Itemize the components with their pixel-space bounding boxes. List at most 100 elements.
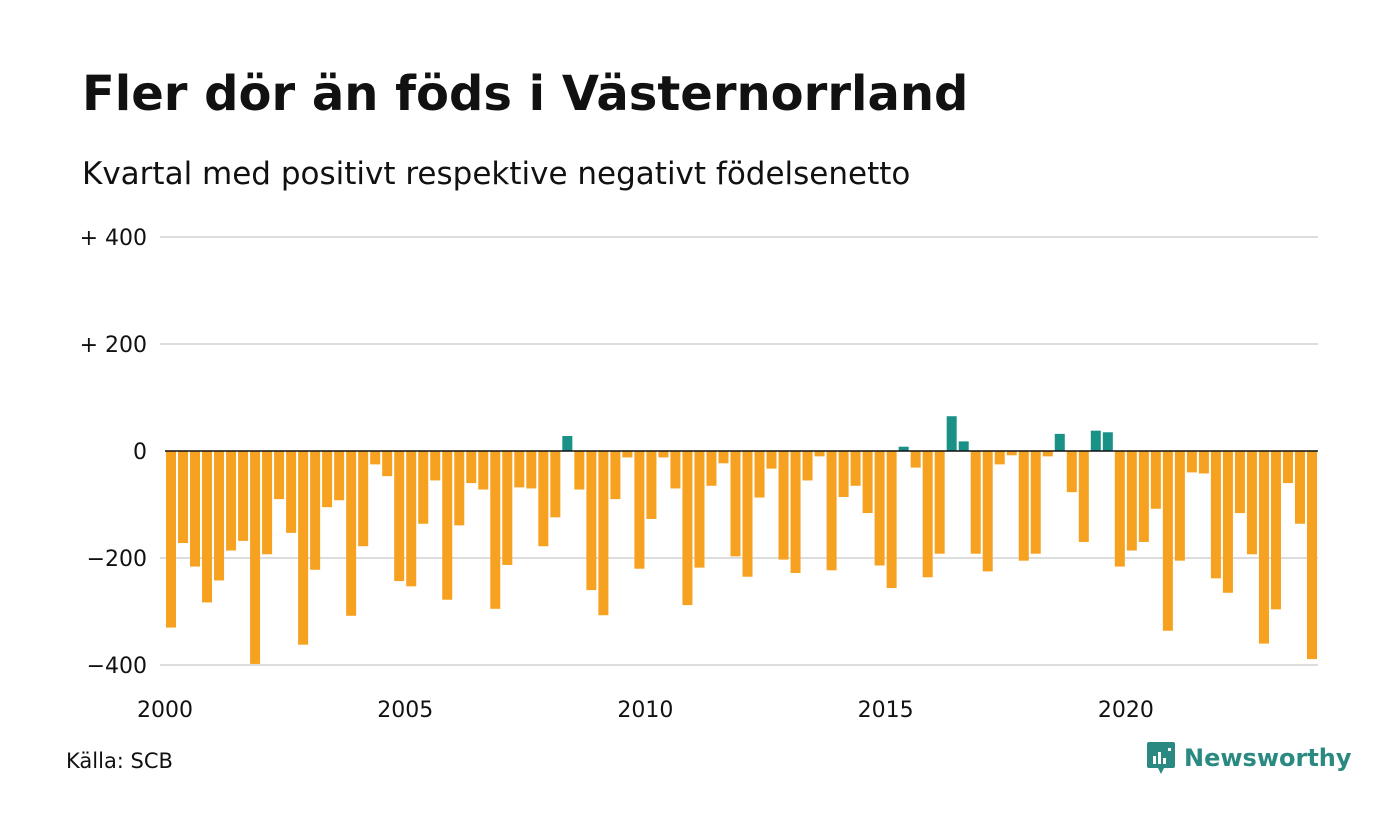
bar-negative: 2017-Q3: -8	[1006, 451, 1017, 456]
bar-negative: 2012-Q1: -235	[742, 451, 753, 577]
bar-positive: 2018-Q3: 32	[1054, 433, 1065, 451]
y-tick-label: 0	[133, 440, 147, 465]
bar-negative: 2002-Q4: -362	[298, 451, 309, 645]
bar-negative: 2021-Q4: -238	[1210, 451, 1221, 579]
bar-negative: 2011-Q1: -218	[694, 451, 705, 568]
x-tick-label: 2005	[377, 698, 433, 723]
bars: 2000-Q1: -3302000-Q2: -1722000-Q3: -2162…	[166, 416, 1317, 664]
bar-negative: 2001-Q1: -242	[214, 451, 225, 581]
bar-negative: 2023-Q2: -60	[1282, 451, 1293, 484]
bar-negative: 2023-Q1: -296	[1270, 451, 1281, 610]
bar-negative: 2010-Q2: -12	[658, 451, 669, 458]
brand-logo[interactable]: Newsworthy	[1146, 740, 1352, 776]
bar-negative: 2017-Q2: -25	[994, 451, 1005, 465]
bar-negative: 2016-Q1: -192	[934, 451, 945, 554]
bar-negative: 2003-Q2: -105	[322, 451, 333, 508]
y-tick-label: + 200	[80, 333, 147, 358]
bar-negative: 2006-Q4: -295	[490, 451, 501, 609]
bar-negative: 2008-Q1: -124	[550, 451, 561, 518]
bar-negative: 2023-Q4: -389	[1306, 451, 1317, 660]
bar-negative: 2003-Q1: -222	[310, 451, 321, 570]
bar-negative: 2015-Q4: -236	[922, 451, 933, 578]
bar-negative: 2019-Q4: -216	[1114, 451, 1125, 567]
bar-negative: 2002-Q2: -90	[274, 451, 285, 500]
bar-negative: 2003-Q4: -308	[346, 451, 357, 616]
bar-negative: 2022-Q3: -193	[1246, 451, 1257, 555]
bar-negative: 2011-Q3: -23	[718, 451, 729, 464]
bar-negative: 2008-Q4: -260	[586, 451, 597, 591]
bar-negative: 2020-Q4: -336	[1162, 451, 1173, 631]
bar-negative: 2020-Q1: -186	[1126, 451, 1137, 551]
bar-negative: 2000-Q1: -330	[166, 451, 177, 628]
y-axis-ticks: + 400 + 200 0 −200 −400	[80, 226, 147, 679]
bar-negative: 2021-Q2: -40	[1186, 451, 1197, 473]
bar-positive: 2008-Q2: 28	[562, 436, 573, 451]
bar-negative: 2002-Q3: -153	[286, 451, 297, 533]
y-tick-label: −200	[87, 547, 147, 572]
bar-negative: 2012-Q2: -87	[754, 451, 765, 498]
bar-negative: 2004-Q3: -47	[382, 451, 393, 477]
x-axis-ticks: 2000 2005 2010 2015 2020	[137, 698, 1154, 723]
bar-negative: 2014-Q2: -65	[850, 451, 861, 486]
bar-negative: 2006-Q1: -139	[454, 451, 465, 526]
bar-negative: 2015-Q1: -256	[886, 451, 897, 588]
bar-negative: 2000-Q2: -172	[178, 451, 189, 544]
bar-negative: 2021-Q1: -205	[1174, 451, 1185, 561]
bar-negative: 2006-Q2: -60	[466, 451, 477, 484]
bar-negative: 2007-Q4: -178	[538, 451, 549, 547]
bar-negative: 2007-Q3: -70	[526, 451, 537, 489]
bar-negative: 2013-Q4: -223	[826, 451, 837, 571]
bar-negative: 2008-Q3: -72	[574, 451, 585, 490]
chart-title: Fler dör än föds i Västernorrland	[82, 66, 969, 122]
bar-negative: 2009-Q2: -90	[610, 451, 621, 500]
bar-negative: 2018-Q2: -10	[1042, 451, 1053, 457]
bar-negative: 2015-Q3: -31	[910, 451, 921, 468]
bar-negative: 2012-Q4: -203	[778, 451, 789, 560]
x-tick-label: 2010	[617, 698, 673, 723]
bar-negative: 2014-Q3: -116	[862, 451, 873, 514]
grid-lines	[160, 236, 1318, 666]
source-note: Källa: SCB	[66, 749, 173, 773]
bar-negative: 2000-Q4: -283	[202, 451, 213, 603]
bar-negative: 2019-Q1: -170	[1078, 451, 1089, 542]
bar-positive: 2016-Q3: 18	[958, 441, 969, 451]
bar-negative: 2007-Q2: -68	[514, 451, 525, 488]
bar-negative: 2005-Q4: -278	[442, 451, 453, 600]
bar-negative: 2012-Q3: -33	[766, 451, 777, 469]
bar-positive: 2015-Q2: 8	[898, 446, 909, 451]
bar-negative: 2014-Q4: -214	[874, 451, 885, 566]
x-tick-label: 2015	[858, 698, 914, 723]
bar-negative: 2017-Q4: -205	[1018, 451, 1029, 561]
bar-negative: 2011-Q4: -197	[730, 451, 741, 557]
bar-negative: 2022-Q2: -116	[1234, 451, 1245, 514]
bar-negative: 2020-Q3: -108	[1150, 451, 1161, 509]
bar-chart: + 400 + 200 0 −200 −400 2000-Q1: -3302000-Q2…	[80, 226, 1318, 723]
bar-negative: 2001-Q2: -186	[226, 451, 237, 551]
y-tick-label: + 400	[80, 226, 147, 251]
bar-negative: 2005-Q1: -253	[406, 451, 417, 587]
bar-negative: 2001-Q3: -168	[238, 451, 249, 541]
bar-negative: 2023-Q3: -136	[1294, 451, 1305, 524]
bar-positive: 2019-Q3: 35	[1102, 432, 1113, 451]
chart-subtitle: Kvartal med positivt respektive negativt…	[82, 156, 911, 192]
bar-negative: 2004-Q4: -243	[394, 451, 405, 582]
bar-negative: 2002-Q1: -193	[262, 451, 273, 555]
bar-negative: 2003-Q3: -92	[334, 451, 345, 501]
bar-negative: 2005-Q3: -55	[430, 451, 441, 481]
bar-negative: 2009-Q4: -220	[634, 451, 645, 569]
bar-negative: 2021-Q3: -42	[1198, 451, 1209, 474]
newsworthy-logo-icon	[1147, 742, 1175, 774]
bar-negative: 2010-Q3: -70	[670, 451, 681, 489]
bar-negative: 2018-Q4: -77	[1066, 451, 1077, 493]
x-tick-label: 2000	[137, 698, 193, 723]
bar-negative: 2022-Q4: -360	[1258, 451, 1269, 644]
bar-negative: 2022-Q1: -265	[1222, 451, 1233, 593]
bar-negative: 2016-Q4: -192	[970, 451, 981, 554]
bar-negative: 2013-Q1: -228	[790, 451, 801, 573]
bar-negative: 2010-Q1: -127	[646, 451, 657, 519]
bar-positive: 2019-Q2: 38	[1090, 430, 1101, 451]
bar-negative: 2009-Q1: -307	[598, 451, 609, 616]
bar-negative: 2004-Q2: -25	[370, 451, 381, 465]
bar-negative: 2005-Q2: -136	[418, 451, 429, 524]
bar-negative: 2013-Q2: -55	[802, 451, 813, 481]
